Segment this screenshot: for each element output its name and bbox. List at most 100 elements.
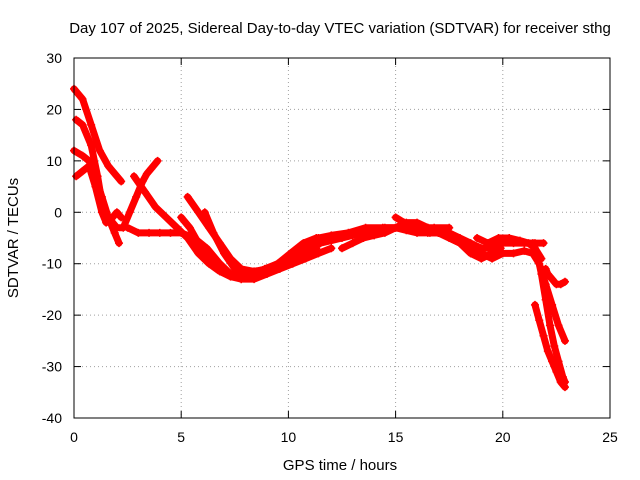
data-point-marker [85,162,94,170]
data-point-marker [556,280,565,289]
chart-title: Day 107 of 2025, Sidereal Day-to-day VTE… [69,20,611,37]
data-point-marker [230,264,239,273]
data-point-marker [115,239,124,248]
y-tick-label: 30 [46,50,62,66]
data-point-marker [445,234,454,242]
data-point-marker [488,254,497,263]
data-point-marker [130,172,139,181]
data-point-marker [151,203,160,212]
data-point-marker [241,270,250,278]
data-point-marker [78,95,87,104]
data-point-marker [153,156,162,165]
data-point-marker [183,192,192,201]
data-point-marker [550,342,559,350]
data-point-marker [541,264,550,273]
data-point-marker [112,208,121,217]
data-point-marker [370,231,379,240]
series-line-arc-12 [424,224,569,345]
data-point-marker [539,331,548,340]
x-axis-label: GPS time / hours [283,457,397,474]
data-point-marker [78,151,87,160]
y-tick-label: -20 [42,307,62,323]
data-point-marker [391,213,400,222]
axis-ticks: 0 5 10 15 20 25 -40 -30 -20 -10 0 10 20 30 [42,50,618,445]
data-point-marker [166,228,175,237]
series-line-arc-6 [130,172,320,283]
data-point-marker [194,249,203,258]
data-point-marker [530,300,539,309]
data-point-marker [284,254,293,263]
series-line-arc-14 [520,239,569,386]
y-axis-label: SDTVAR / TECUs [5,178,22,298]
data-point-marker [205,254,214,263]
data-point-marker [548,357,557,366]
data-point-marker [483,239,492,248]
data-point-marker [185,223,194,232]
y-tick-label: -10 [42,256,62,272]
data-point-marker [273,259,282,268]
data-point-marker [535,316,544,325]
data-point-marker [220,249,229,258]
data-point-marker [147,164,156,173]
data-point-marker [145,228,154,237]
data-point-marker [509,249,518,258]
data-point-marker [494,234,503,242]
data-point-marker [560,277,569,286]
x-tick-label: 25 [602,429,618,445]
data-point-marker [543,347,552,356]
x-tick-label: 15 [388,429,404,445]
y-tick-label: 20 [46,101,62,117]
data-point-marker [434,228,443,237]
data-point-marker [117,177,126,186]
data-point-marker [134,228,143,237]
data-point-marker [548,275,557,284]
data-point-marker [477,249,486,258]
data-point-marker [110,228,119,237]
data-point-marker [200,208,209,217]
plot-frame [73,57,611,419]
data-point-marker [125,208,134,217]
data-point-marker [545,321,554,330]
data-point-marker [95,146,104,155]
data-point-marker [123,223,132,232]
data-point-marker [112,172,121,181]
data-point-marker [102,218,111,227]
data-point-marker [380,228,389,237]
data-point-marker [348,231,357,240]
data-point-marker [533,249,542,258]
data-point-marker [183,234,192,242]
data-point-marker [348,239,357,248]
data-point-marker [72,172,81,181]
data-point-marker [520,239,529,248]
data-point-marker [209,228,218,237]
data-point-marker [142,169,151,178]
data-point-marker [78,167,87,176]
data-point-marker [87,120,96,129]
data-point-marker [338,244,346,253]
data-point-marker [560,383,569,392]
data-point-marker [359,234,368,242]
data-point-marker [104,162,113,170]
data-point-marker [552,367,561,376]
y-tick-label: 10 [46,153,62,169]
data-point-marker [391,223,400,232]
data-point-marker [132,192,141,201]
data-point-marker [498,249,507,258]
data-point-marker [505,234,514,242]
data-point-marker [162,213,171,222]
data-point-marker [78,120,87,129]
data-point-marker [305,244,314,253]
data-point-marker [140,187,149,196]
grid-lines [74,58,610,418]
data-point-marker [155,228,164,237]
data-point-marker [423,223,432,232]
data-point-marker [466,244,475,253]
data-point-marker [473,234,482,242]
data-point-marker [252,267,261,276]
data-point-marker [72,115,81,124]
data-series-group [70,84,569,392]
data-point-marker [172,223,181,232]
x-tick-label: 5 [177,429,185,445]
data-point-marker [262,264,271,273]
data-point-marker [400,218,409,227]
